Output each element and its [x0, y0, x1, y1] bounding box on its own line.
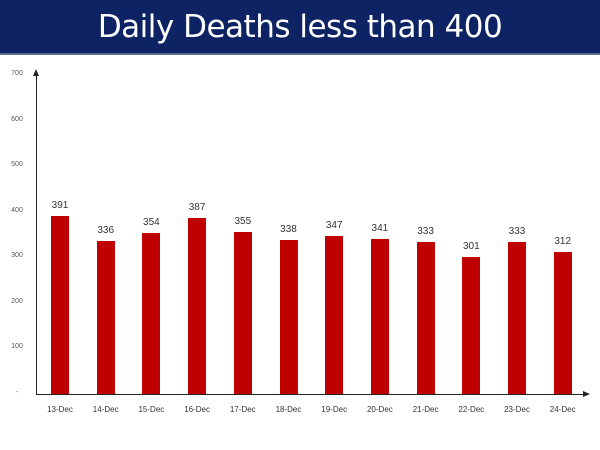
bar-value-label: 336 [97, 224, 115, 236]
x-axis-arrow-icon [583, 391, 590, 397]
y-tick-label: 400 [11, 206, 23, 214]
bar-value-label: 341 [371, 222, 389, 234]
y-tick-label: 500 [11, 161, 23, 169]
bar-21-dec [416, 242, 435, 394]
x-tick-label: 17-Dec [229, 405, 256, 414]
x-tick-label: 22-Dec [458, 405, 485, 414]
y-axis-arrow-icon [33, 69, 39, 76]
title-banner: Daily Deaths less than 400 [0, 0, 600, 55]
chart-title: Daily Deaths less than 400 [97, 8, 503, 45]
bar-13-dec [51, 215, 69, 394]
y-axis-line [36, 75, 37, 394]
bar-value-label: 333 [417, 226, 434, 238]
bar-value-label: 387 [188, 201, 206, 213]
y-tick-label: 100 [11, 343, 23, 351]
bar-14-dec [96, 240, 115, 394]
bar-19-dec [325, 235, 344, 394]
bar-16-dec [188, 217, 207, 394]
y-tick-label: 700 [11, 70, 23, 77]
bar-value-label: 301 [462, 240, 480, 252]
x-tick-label: 13-Dec [47, 405, 73, 414]
bar-value-label: 354 [143, 216, 160, 228]
bar-23-dec [508, 242, 526, 394]
bar-value-label: 338 [280, 223, 297, 235]
x-tick-label: 18-Dec [275, 405, 302, 414]
y-tick-label: 200 [11, 297, 23, 305]
x-tick-label: 20-Dec [366, 405, 393, 414]
x-tick-label: 21-Dec [412, 405, 439, 414]
bar-value-label: 333 [508, 226, 526, 238]
y-tick-label: - [15, 389, 19, 396]
x-tick-label: 24-Dec [549, 405, 576, 414]
bar-15-dec [142, 232, 161, 394]
bar-value-label: 312 [554, 235, 572, 247]
y-tick-label: 300 [11, 252, 23, 260]
bar-value-label: 347 [325, 219, 343, 231]
bar-17-dec [233, 232, 252, 394]
x-tick-label: 16-Dec [184, 405, 210, 414]
x-tick-label: 23-Dec [504, 405, 530, 414]
x-axis-line [36, 394, 584, 395]
bar-value-label: 391 [51, 199, 69, 211]
bar-value-label: 355 [234, 216, 252, 228]
bar-22-dec [462, 256, 481, 394]
bar-24-dec [553, 251, 572, 394]
bar-18-dec [279, 239, 298, 394]
x-tick-label: 14-Dec [92, 405, 119, 414]
x-tick-label: 19-Dec [321, 405, 348, 414]
bar-20-dec [370, 238, 389, 394]
x-tick-label: 15-Dec [138, 405, 165, 414]
y-tick-label: 600 [11, 115, 23, 123]
